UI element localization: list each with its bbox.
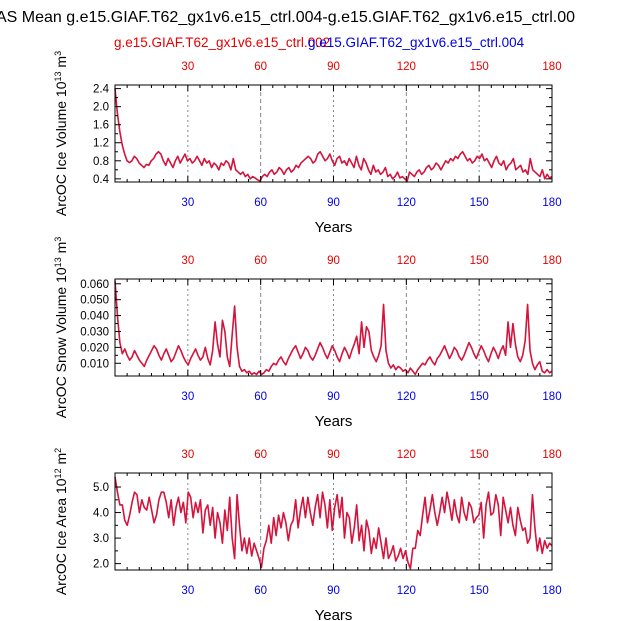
y-tick-label: 2.0 <box>93 559 109 571</box>
ice-volume-plot-frame <box>114 84 553 183</box>
snow-volume-y-axis-label: ArcOC Snow Volume 1013 m3 <box>53 237 69 419</box>
x-tick-label-top: 150 <box>470 449 489 461</box>
y-label-part: 2 <box>53 448 63 453</box>
x-tick-label-bottom: 120 <box>397 585 416 597</box>
x-tick-label-top: 30 <box>181 255 194 267</box>
x-tick-label-bottom: 180 <box>542 585 561 597</box>
y-tick-label: 2.0 <box>93 102 109 114</box>
x-tick-label-bottom: 150 <box>470 391 489 403</box>
legend-ctrl-004: g.e15.GIAF.T62_gx1v6.e15_ctrl.004 <box>308 35 525 50</box>
x-tick-label-bottom: 30 <box>181 197 194 209</box>
x-tick-label-bottom: 120 <box>397 391 416 403</box>
ice-area-panel: 30 30 60 60 90 90 120 120 150 150 180 180 2.0 3.0 4.0 5… <box>53 448 562 621</box>
x-tick-label-top: 150 <box>470 255 489 267</box>
x-tick-label-bottom: 150 <box>470 585 489 597</box>
y-tick-label: 1.6 <box>93 120 109 132</box>
x-tick-label-bottom: 60 <box>254 197 267 209</box>
x-tick-label-top: 120 <box>397 449 416 461</box>
y-label-part: 3 <box>53 237 63 242</box>
snow-volume-panel: 30 30 60 60 90 90 120 120 150 150 180 180 0.010 0.020… <box>53 237 562 430</box>
y-tick-label: 0.040 <box>80 311 109 323</box>
x-tick-label-bottom: 90 <box>327 585 340 597</box>
x-tick-label-top: 60 <box>254 449 267 461</box>
y-tick-label: 0.4 <box>93 174 110 186</box>
y-label-part: m <box>53 56 69 72</box>
ice-volume-x-axis-label: Years <box>315 219 353 236</box>
ice-volume-y-axis-label: ArcOC Ice Volume 1013 m3 <box>53 51 69 216</box>
x-tick-label-bottom: 120 <box>397 197 416 209</box>
y-tick-label: 5.0 <box>93 482 109 494</box>
ice-area-x-axis-label: Years <box>315 607 353 621</box>
x-tick-label-bottom: 180 <box>542 391 561 403</box>
x-tick-label-top: 90 <box>327 255 340 267</box>
x-tick-label-bottom: 180 <box>542 197 561 209</box>
x-tick-label-bottom: 90 <box>327 391 340 403</box>
page-title: AS Mean g.e15.GIAF.T62_gx1v6.e15_ctrl.00… <box>0 9 576 26</box>
y-label-part: ArcOC Ice Volume 10 <box>53 81 69 216</box>
y-tick-label: 1.2 <box>93 138 109 150</box>
x-tick-label-bottom: 150 <box>470 197 489 209</box>
y-label-part: m <box>53 242 69 258</box>
y-tick-label: 0.060 <box>80 279 109 291</box>
ice-volume-panel: 30 30 60 60 90 90 120 120 150 150 180 180 0.4 0.8 1.2 1… <box>53 51 562 236</box>
x-tick-label-top: 120 <box>397 255 416 267</box>
y-label-part: m <box>53 453 69 469</box>
y-tick-label: 0.8 <box>93 156 109 168</box>
x-tick-label-top: 60 <box>254 255 267 267</box>
x-tick-label-bottom: 30 <box>181 585 194 597</box>
x-tick-label-bottom: 60 <box>254 585 267 597</box>
y-label-part: 12 <box>53 468 63 478</box>
ice-area-y-axis-label: ArcOC Ice Area 1012 m2 <box>53 448 69 595</box>
x-tick-label-top: 120 <box>397 61 416 73</box>
x-tick-label-top: 90 <box>327 449 340 461</box>
x-tick-label-top: 150 <box>470 61 489 73</box>
x-tick-label-top: 180 <box>542 449 561 461</box>
ice-volume-series-line-0 <box>114 88 553 182</box>
x-tick-label-bottom: 90 <box>327 197 340 209</box>
y-label-part: ArcOC Snow Volume 10 <box>53 267 69 418</box>
y-tick-label: 4.0 <box>93 508 109 520</box>
y-tick-label: 2.4 <box>93 84 110 96</box>
legend-ctrl-002: g.e15.GIAF.T62_gx1v6.e15_ctrl.002 <box>114 35 331 50</box>
x-tick-label-top: 60 <box>254 61 267 73</box>
y-label-part: 3 <box>53 51 63 56</box>
x-tick-label-top: 90 <box>327 61 340 73</box>
y-label-part: ArcOC Ice Area 10 <box>53 478 69 595</box>
x-tick-label-top: 30 <box>181 449 194 461</box>
x-tick-label-top: 180 <box>542 255 561 267</box>
y-tick-label: 0.020 <box>80 342 109 354</box>
snow-volume-x-axis-label: Years <box>315 413 353 430</box>
snow-volume-plot-frame <box>114 278 553 377</box>
y-tick-label: 0.030 <box>80 326 109 338</box>
x-tick-label-top: 180 <box>542 61 561 73</box>
snow-volume-series-line-0 <box>114 280 553 376</box>
y-label-part: 13 <box>53 257 63 267</box>
ice-area-series-line-0 <box>114 476 553 570</box>
x-tick-label-bottom: 60 <box>254 391 267 403</box>
y-tick-label: 3.0 <box>93 533 109 545</box>
y-tick-label: 0.050 <box>80 295 109 307</box>
y-tick-label: 0.010 <box>80 358 109 370</box>
x-tick-label-top: 30 <box>181 61 194 73</box>
x-tick-label-bottom: 30 <box>181 391 194 403</box>
y-label-part: 13 <box>53 71 63 81</box>
